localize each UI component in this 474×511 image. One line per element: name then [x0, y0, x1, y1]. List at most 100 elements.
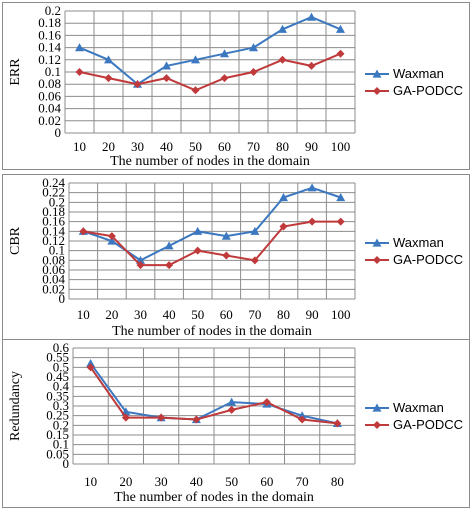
chart-panel-err: 0 0.02 0.04 0.06 0.08 0.1 0.12 0.14 0.16 0.18 0.2 1… [2, 2, 470, 170]
x-tick-label: 50 [189, 139, 202, 154]
series-line [89, 362, 338, 425]
legend-label: Waxman [393, 400, 444, 415]
data-point [227, 405, 236, 414]
y-tick-label: 0.18 [38, 15, 61, 30]
data-point [136, 261, 145, 270]
x-tick-label: 20 [105, 307, 118, 322]
data-point [336, 24, 345, 33]
y-tick-label: 0.5 [53, 359, 69, 374]
y-tick-label: 0.24 [42, 175, 65, 190]
x-tick-label: 60 [220, 307, 233, 322]
data-point [298, 415, 307, 424]
data-point [278, 24, 287, 33]
y-tick-label: 0.35 [46, 388, 69, 403]
y-tick-label: 0.06 [42, 262, 65, 277]
y-tick-label: 0.05 [46, 446, 69, 461]
legend-marker [373, 87, 381, 95]
data-point [336, 49, 345, 58]
x-tick-label: 30 [134, 307, 147, 322]
data-point [86, 358, 96, 368]
x-tick-label: 40 [163, 307, 176, 322]
data-point [220, 49, 229, 58]
data-point [107, 236, 117, 245]
y-tick-label: 0.08 [38, 76, 61, 91]
data-point [279, 222, 288, 231]
y-axis-title: ERR [8, 58, 23, 86]
y-tick-label: 0.25 [46, 408, 69, 423]
legend-label: GA-PODCC [393, 417, 463, 432]
y-tick-label: 0.02 [38, 113, 61, 128]
y-tick-label: 0.2 [45, 3, 61, 18]
legend: Waxman GA-PODCC [365, 400, 463, 432]
series-line [83, 220, 341, 267]
x-axis-title: The number of nodes in the domain [114, 490, 314, 505]
data-point [104, 74, 113, 83]
y-tick-label: 0.2 [53, 417, 69, 432]
data-point [307, 12, 316, 21]
y-tick-label: 0.16 [42, 214, 65, 229]
y-tick-label: 0.55 [46, 350, 69, 365]
series-line [89, 366, 338, 425]
legend-marker [372, 238, 382, 247]
data-point [307, 61, 316, 70]
legend-label: Waxman [393, 235, 444, 250]
data-point [307, 183, 317, 192]
data-point [249, 68, 258, 76]
y-tick-label: 0.14 [38, 40, 61, 55]
y-tick-label: 0 [63, 456, 70, 471]
data-point [162, 74, 171, 83]
legend-label: GA-PODCC [393, 252, 463, 267]
data-point [133, 80, 142, 89]
x-tick-label: 50 [191, 307, 204, 322]
x-axis-title: The number of nodes in the domain [110, 154, 310, 169]
series-ga-podcc [79, 217, 345, 270]
x-tick-label: 80 [277, 307, 290, 322]
data-point [336, 193, 346, 202]
legend-label: Waxman [393, 66, 444, 81]
x-tick-label: 70 [296, 474, 309, 489]
data-point [191, 86, 200, 95]
y-tick-label: 0.14 [42, 223, 65, 238]
data-point [249, 43, 258, 52]
x-tick-label: 40 [160, 139, 173, 154]
series-line [79, 16, 341, 86]
x-tick-label: 30 [131, 139, 144, 154]
y-tick-label: 0.12 [38, 52, 61, 67]
x-tick-label: 20 [119, 474, 132, 489]
data-point [227, 397, 237, 406]
data-point [104, 55, 113, 64]
data-point [221, 231, 231, 240]
x-tick-label: 70 [248, 307, 261, 322]
x-tick-label: 60 [218, 139, 231, 154]
data-point [191, 55, 200, 64]
data-point [279, 193, 288, 202]
x-tick-label: 80 [331, 474, 344, 489]
data-point [164, 241, 174, 250]
data-point [192, 415, 201, 424]
data-point [220, 74, 229, 83]
data-point [193, 226, 203, 235]
y-axis-title: CBR [8, 226, 23, 255]
y-tick-label: 0.1 [49, 243, 65, 258]
data-point [121, 413, 130, 422]
legend: Waxman GA-PODCC [365, 66, 463, 98]
data-point [308, 217, 317, 226]
y-tick-label: 0.04 [38, 101, 61, 116]
data-point [165, 261, 174, 270]
legend: Waxman GA-PODCC [365, 235, 463, 267]
y-tick-label: 0.08 [42, 252, 65, 267]
x-tick-label: 40 [190, 474, 203, 489]
data-point [262, 398, 271, 407]
data-point [193, 246, 202, 255]
x-tick-label: 80 [276, 139, 289, 154]
x-tick-label: 90 [306, 307, 319, 322]
y-tick-label: 0.06 [38, 88, 61, 103]
data-point [79, 227, 88, 236]
y-tick-label: 0.45 [46, 369, 69, 384]
y-tick-label: 0.12 [42, 233, 65, 248]
y-tick-label: 0.02 [42, 281, 65, 296]
err-chart: 00.020.040.060.080.10.120.140.160.180.2 1… [8, 3, 463, 169]
y-tick-label: 0.22 [42, 185, 65, 200]
x-tick-label: 70 [247, 139, 260, 154]
y-tick-label: 0.1 [45, 64, 61, 79]
